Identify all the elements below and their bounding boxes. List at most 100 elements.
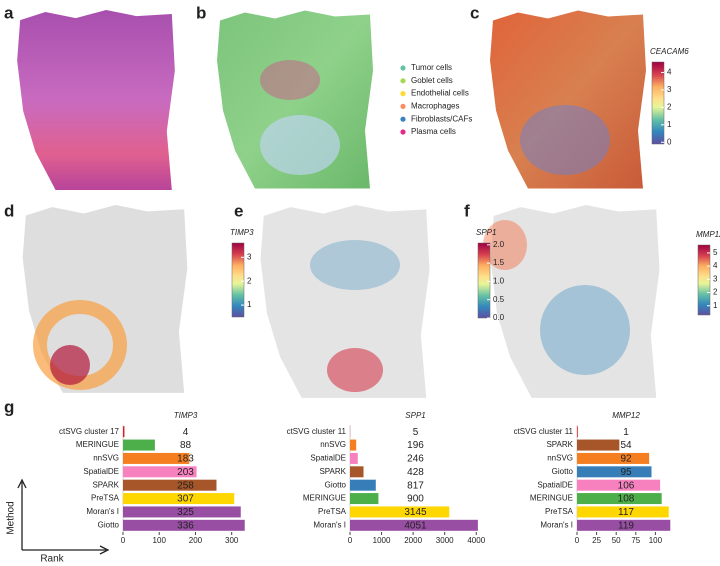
panel-label: d bbox=[4, 201, 14, 220]
colorbar-tick-label: 2.0 bbox=[493, 240, 505, 249]
value-label: 88 bbox=[180, 440, 192, 451]
legend-label: Macrophages bbox=[411, 102, 459, 111]
legend-label: Tumor cells bbox=[411, 63, 452, 72]
category-label: ctSVG cluster 11 bbox=[514, 427, 574, 436]
x-tick-label: 25 bbox=[592, 536, 601, 545]
category-label: PreTSA bbox=[91, 494, 120, 503]
value-label: 119 bbox=[618, 520, 634, 531]
bar bbox=[350, 466, 364, 478]
bar bbox=[350, 439, 357, 451]
x-tick-label: 3000 bbox=[436, 536, 454, 545]
category-label: MERINGUE bbox=[303, 494, 346, 503]
low-region bbox=[520, 105, 610, 175]
legend-dot bbox=[400, 65, 406, 71]
colorbar-tick-label: 3 bbox=[713, 274, 718, 283]
bar bbox=[577, 519, 671, 531]
colorbar-tick-label: 0.0 bbox=[493, 313, 505, 322]
spp1-low bbox=[310, 240, 400, 290]
value-label: 307 bbox=[177, 494, 194, 505]
colorbar-tick-label: 4 bbox=[667, 68, 672, 77]
category-label: MERINGUE bbox=[76, 440, 119, 449]
panel-label: e bbox=[234, 201, 243, 220]
value-label: 900 bbox=[407, 494, 424, 505]
x-tick-label: 100 bbox=[153, 536, 167, 545]
timp3-ring bbox=[33, 300, 127, 390]
value-label: 203 bbox=[177, 467, 194, 478]
panel-label: b bbox=[196, 3, 206, 22]
bar bbox=[350, 519, 478, 531]
bar bbox=[123, 506, 241, 518]
legend-label: Goblet cells bbox=[411, 76, 453, 85]
value-label: 3145 bbox=[404, 507, 427, 518]
x-tick-label: 300 bbox=[225, 536, 239, 545]
value-label: 95 bbox=[620, 467, 632, 478]
colorbar-tick-label: 3 bbox=[247, 252, 252, 261]
value-label: 54 bbox=[620, 440, 632, 451]
category-label: MERINGUE bbox=[530, 494, 573, 503]
bar bbox=[577, 452, 650, 464]
bar bbox=[577, 466, 652, 478]
legend-label: Endothelial cells bbox=[411, 89, 469, 98]
x-tick-label: 200 bbox=[189, 536, 203, 545]
category-label: Giotto bbox=[325, 480, 347, 489]
bar bbox=[577, 426, 578, 438]
x-tick-label: 0 bbox=[121, 536, 126, 545]
value-label: 258 bbox=[177, 480, 194, 491]
category-label: SPARK bbox=[319, 467, 346, 476]
legend-dot bbox=[400, 116, 406, 122]
spp1-high bbox=[327, 348, 383, 392]
value-label: 325 bbox=[177, 507, 194, 518]
colorbar-tick-label: 3 bbox=[667, 85, 672, 94]
value-label: 817 bbox=[407, 480, 424, 491]
colorbar-title: CEACAM6 bbox=[650, 47, 689, 56]
arrowhead bbox=[17, 478, 27, 489]
category-label: SpatialDE bbox=[83, 467, 119, 476]
category-label: nnSVG bbox=[93, 454, 119, 463]
colorbar bbox=[697, 244, 711, 316]
colorbar-title: MMP12 bbox=[696, 230, 720, 239]
category-label: Moran's I bbox=[313, 520, 346, 529]
x-tick-label: 2000 bbox=[404, 536, 422, 545]
legend-label: Fibroblasts/CAFs bbox=[411, 114, 472, 123]
value-label: 92 bbox=[620, 454, 632, 465]
value-label: 5 bbox=[413, 427, 419, 438]
colorbar-tick-label: 0.5 bbox=[493, 295, 505, 304]
colorbar-tick-label: 1 bbox=[247, 300, 252, 309]
colorbar-tick-label: 1 bbox=[667, 120, 672, 129]
legend-dot bbox=[400, 129, 406, 135]
colorbar-tick-label: 1.5 bbox=[493, 258, 505, 267]
category-label: nnSVG bbox=[320, 440, 346, 449]
mmp12-high bbox=[483, 220, 527, 270]
colorbar-tick-label: 2 bbox=[667, 102, 672, 111]
bar bbox=[123, 519, 245, 531]
value-label: 1 bbox=[623, 427, 629, 438]
bar bbox=[123, 466, 197, 478]
x-axis-title: Rank bbox=[40, 554, 64, 565]
x-tick-label: 0 bbox=[348, 536, 353, 545]
bar bbox=[577, 479, 661, 491]
colorbar-tick-label: 4 bbox=[713, 261, 718, 270]
bar bbox=[123, 452, 190, 464]
chart-title: SPP1 bbox=[405, 411, 425, 420]
value-label: 428 bbox=[407, 467, 424, 478]
value-label: 336 bbox=[177, 520, 194, 531]
colorbar-tick-label: 1 bbox=[713, 301, 718, 310]
value-label: 117 bbox=[618, 507, 634, 518]
bar bbox=[350, 506, 450, 518]
bar bbox=[350, 493, 379, 505]
category-label: SPARK bbox=[92, 480, 119, 489]
colorbar-title: TIMP3 bbox=[230, 228, 254, 237]
bar bbox=[350, 479, 376, 491]
colorbar-tick-label: 1.0 bbox=[493, 277, 505, 286]
bar bbox=[577, 506, 669, 518]
category-label: ctSVG cluster 11 bbox=[287, 427, 347, 436]
category-label: PreTSA bbox=[318, 507, 347, 516]
value-label: 106 bbox=[618, 480, 635, 491]
bar bbox=[123, 493, 235, 505]
colorbar bbox=[651, 61, 665, 145]
legend-dot bbox=[400, 103, 406, 109]
value-label: 246 bbox=[407, 454, 424, 465]
x-tick-label: 75 bbox=[631, 536, 640, 545]
legend-dot bbox=[400, 78, 406, 84]
